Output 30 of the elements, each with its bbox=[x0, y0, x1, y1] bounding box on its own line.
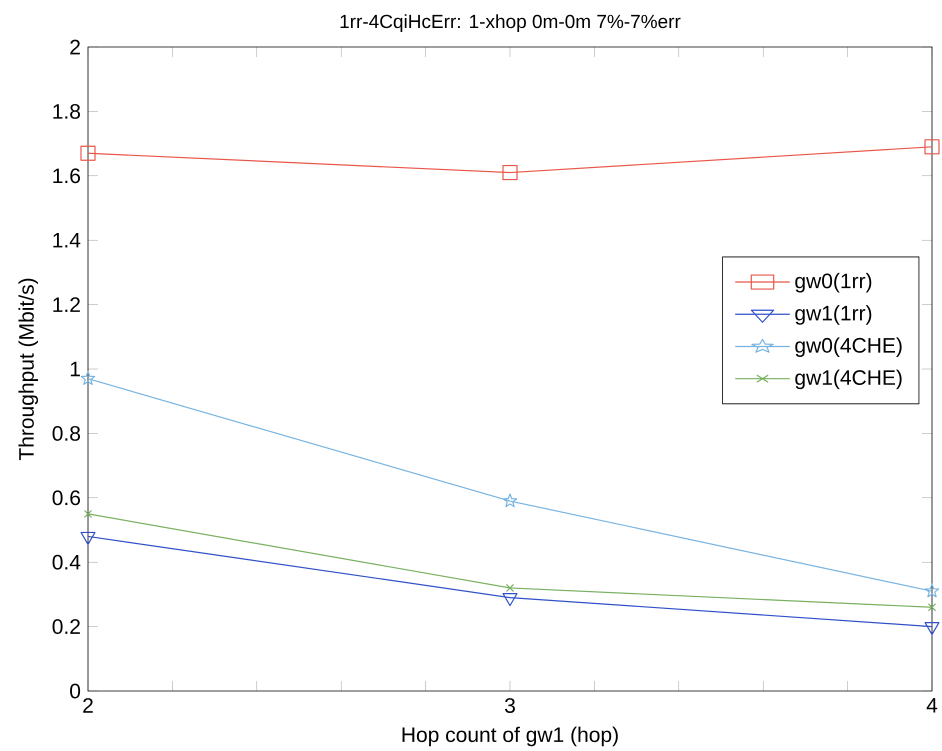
y-tick-label: 1.2 bbox=[53, 297, 80, 312]
y-tick-label: 1 bbox=[70, 362, 80, 376]
point bbox=[502, 493, 518, 508]
y-tick-label: 0 bbox=[70, 684, 80, 698]
x-tick-label: 3 bbox=[504, 698, 515, 713]
legend-label: gw0(4CHE) bbox=[795, 337, 902, 357]
y-tick-label: 0.6 bbox=[52, 490, 80, 506]
point bbox=[924, 584, 940, 598]
y-tick-label: 1.8 bbox=[53, 104, 80, 119]
y-tick-label: 1.4 bbox=[53, 233, 80, 248]
x-axis-title: Hop count of gw1 (hop) bbox=[402, 726, 618, 746]
point bbox=[84, 510, 92, 518]
y-tick-label: 2 bbox=[70, 40, 80, 54]
point bbox=[502, 164, 518, 180]
x-tick-label: 2 bbox=[83, 698, 93, 713]
chart-title: 1rr-4CqiHcErr: 1-xhop 0m-0m 7%-7%err bbox=[340, 14, 681, 32]
legend-label: gw1(4CHE) bbox=[795, 370, 902, 390]
point bbox=[928, 603, 936, 612]
legend-label: gw1(1rr) bbox=[795, 305, 872, 325]
y-tick-label: 1.6 bbox=[53, 168, 80, 184]
point bbox=[506, 584, 514, 592]
y-tick-label: 0.4 bbox=[52, 554, 80, 570]
point bbox=[80, 146, 96, 161]
x-tick-label: 4 bbox=[926, 698, 938, 713]
legend-label: gw0(1rr) bbox=[795, 272, 872, 293]
point bbox=[924, 139, 940, 154]
y-tick-label: 0.8 bbox=[52, 426, 80, 441]
y-axis-title: Throughput (Mbit/s) bbox=[18, 278, 38, 460]
y-tick-label: 0.2 bbox=[52, 619, 80, 634]
point bbox=[80, 371, 96, 385]
